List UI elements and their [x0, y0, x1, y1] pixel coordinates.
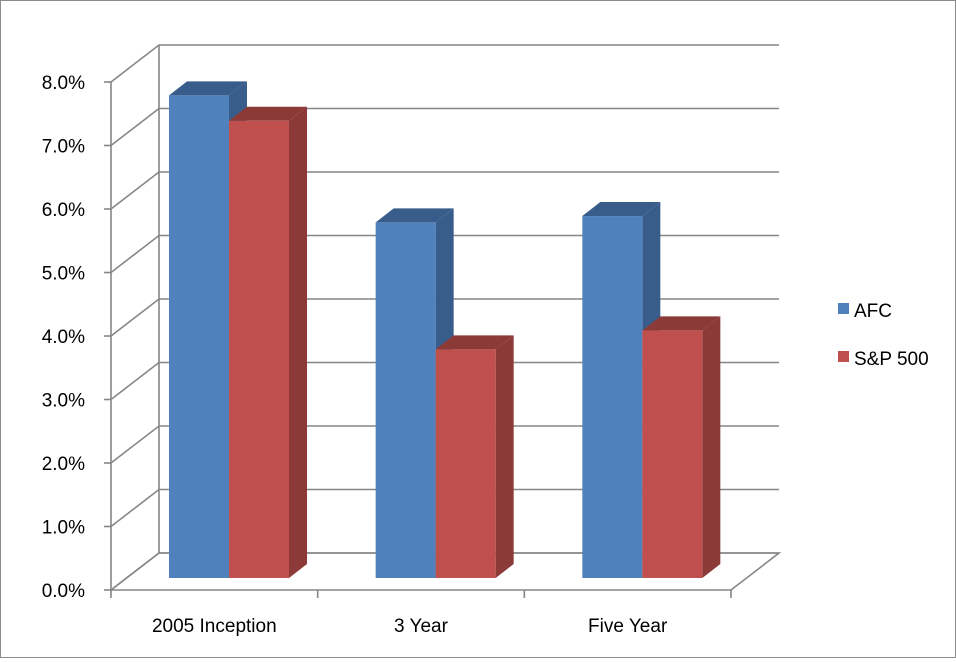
gridline-1: [110, 488, 779, 528]
axes: [104, 81, 732, 598]
bar-afc-3-year: [375, 208, 454, 578]
legend-item-afc: AFC: [838, 301, 892, 322]
gridline-7: [110, 107, 779, 147]
legend-label: AFC: [854, 301, 892, 322]
bar-afc-2005-inception-top: [169, 81, 247, 96]
gridline-5: [110, 234, 779, 274]
bar-s-p-500-2005-inception: [229, 106, 307, 579]
y-tick-label: 5.0%: [42, 264, 85, 285]
bar-afc-2005-inception-front: [169, 95, 229, 579]
bar-afc-3-year-top: [375, 208, 454, 223]
y-axis-tick-labels: 0.0% 1.0% 2.0% 3.0% 4.0% 5.0% 6.0% 7.0% 8.0%: [42, 73, 85, 602]
y-tick-label: 3.0%: [42, 391, 85, 412]
bar-s-p-500-five-year: [642, 316, 721, 578]
legend: AFC S&P 500: [838, 301, 929, 370]
y-tick-label: 0.0%: [42, 581, 85, 602]
y-tick-label: 7.0%: [42, 137, 85, 158]
legend-swatch: [838, 351, 849, 362]
y-tick-label: 1.0%: [42, 518, 85, 539]
bar-s-p-500-3-year: [435, 335, 514, 578]
x-tick-label: 2005 Inception: [152, 616, 277, 637]
bar-s-p-500-3-year-top: [435, 335, 514, 350]
gridline-2: [110, 425, 779, 464]
y-tick-label: 2.0%: [42, 454, 85, 475]
gridline-6: [110, 171, 779, 210]
gridline-8: [110, 44, 779, 83]
bar-s-p-500-3-year-side: [495, 335, 514, 578]
x-tick-label: Five Year: [588, 616, 668, 637]
legend-swatch: [838, 303, 849, 314]
bar-s-p-500-2005-inception-front: [229, 120, 289, 579]
bar-s-p-500-five-year-side: [702, 316, 721, 578]
gridline-4: [110, 298, 779, 337]
bars: [169, 81, 721, 579]
bar-s-p-500-2005-inception-side: [289, 106, 307, 579]
y-tick-label: 8.0%: [42, 73, 85, 94]
bar-s-p-500-five-year-front: [642, 330, 703, 578]
legend-item-s-p-500: S&P 500: [838, 349, 929, 370]
bar-s-p-500-3-year-front: [435, 349, 496, 578]
y-tick-label: 6.0%: [42, 200, 85, 221]
y-tick-label: 4.0%: [42, 327, 85, 348]
bar-s-p-500-five-year-top: [642, 316, 721, 331]
bar-afc-five-year-top: [582, 202, 661, 217]
bar-s-p-500-2005-inception-top: [229, 106, 307, 121]
bar-afc-3-year-front: [375, 222, 436, 578]
x-tick-label: 3 Year: [394, 616, 449, 637]
gridline-0: [110, 552, 779, 591]
x-axis-tick-labels: 2005 Inception 3 Year Five Year: [152, 616, 668, 637]
gridlines: [110, 44, 779, 591]
legend-label: S&P 500: [854, 349, 929, 370]
bar-afc-five-year-front: [582, 216, 643, 579]
gridline-3: [110, 361, 779, 401]
